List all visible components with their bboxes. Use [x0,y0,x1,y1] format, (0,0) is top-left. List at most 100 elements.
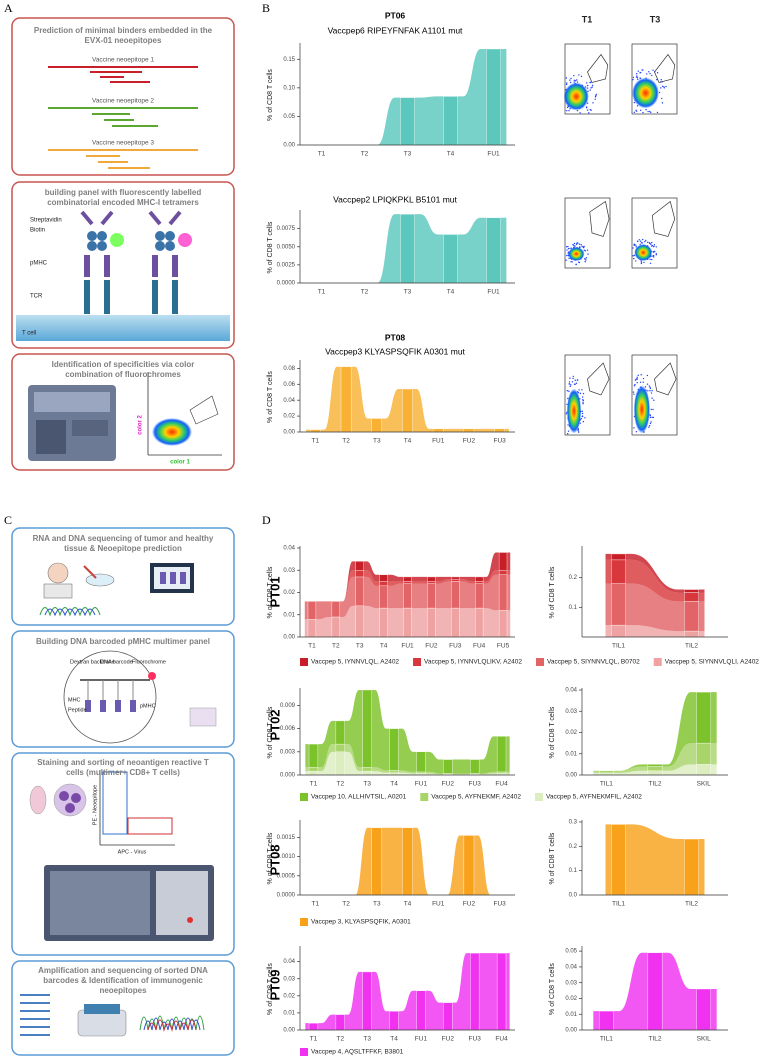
flow-dot [660,87,662,89]
area-band [402,827,413,896]
area-band [355,576,364,607]
label: Vaccine neoepitope 2 [92,98,154,105]
x-tick-label: T4 [390,781,398,788]
x-tick-label: TIL2 [648,1036,661,1043]
sorting-diagram [29,770,214,941]
flow-dot [569,377,571,379]
area-band [443,234,458,284]
flow-dot [651,416,653,419]
area-band [335,751,345,776]
flow-dot [588,112,590,114]
area-band [379,581,388,587]
flow-gate [654,53,676,83]
box-title: Amplification and sequencing of sorted D… [38,966,208,995]
area-band [340,366,352,433]
area-band [400,213,415,284]
legend-label: Vaccpep 3, KLYASPSQFIK, A0301 [311,919,411,926]
flow-dot [565,77,568,79]
flow-dot [640,261,643,263]
area [305,690,510,774]
flow-dot [642,381,644,383]
area-band [389,728,399,771]
flow-dot [632,76,635,79]
box [11,353,235,471]
flow-dot [642,238,644,241]
flow-dot [580,417,582,420]
flow-dot [571,261,573,263]
x-tick-label: FU1 [487,151,500,158]
x-tick-label: FU1 [487,289,500,296]
x-tick-label: FU2 [442,1036,455,1043]
flow-dot [648,242,651,244]
y-axis-label: % of CD8 T cells [267,706,274,758]
x-tick-label: TIL2 [685,643,698,650]
flow-dot [576,242,578,244]
y-axis-label: % of CD8 T cells [549,566,556,618]
flow-dot [636,75,638,77]
area-band [475,607,484,638]
y-tick-label: 0.00 [283,430,295,436]
legend-label: Vaccpep 5, AYFNEKMF, A2402 [431,794,521,801]
label: Vaccine neoepitope 1 [92,57,154,64]
label: Fluorochrome [132,659,166,665]
x-tick-label: FU3 [469,1036,482,1043]
flow-dot [569,385,571,388]
y-tick-label: 0.00 [283,143,295,149]
area-band [647,766,663,771]
box [11,630,235,748]
y-axis-label: % of CD8 T cells [267,963,274,1015]
area-band [335,1014,345,1031]
y-tick-label: 0.2 [569,575,578,581]
flow-dot [579,392,582,395]
area-band [470,952,480,1031]
flow-dot [635,378,638,380]
area-band [307,601,317,620]
area-band [427,581,436,584]
flow-dot [581,396,584,398]
patient-label: PT08 [267,844,282,875]
x-tick-label: SKIL [697,781,711,788]
flow-dot [570,261,572,263]
flow-dot [567,247,570,250]
x-tick-label: T1 [310,781,318,788]
area-band [427,576,436,582]
flow-dot [579,112,581,114]
area-band [362,767,372,772]
legend-label: Vaccpep 10, ALLHIVTSIL, A0201 [311,794,407,801]
flow-dot [639,381,642,383]
flow-dot [652,69,654,71]
flow-dot [586,249,589,251]
flow-dot [573,79,576,81]
area-band [611,624,626,638]
flow-dot [572,375,574,378]
multimer [80,672,217,727]
y-tick-label: 0.00 [283,1028,295,1034]
flow-dot [586,87,589,89]
sequencing-icons [39,562,194,617]
panel-label: A [4,1,13,15]
flow-dot [649,387,652,390]
x-tick-label: T2 [342,438,350,445]
flow-dot [639,72,641,74]
area-band [598,770,614,774]
y-tick-label: 0.02 [283,590,295,596]
flow-dot [650,111,652,114]
flow-dot [648,424,651,427]
flow-dot [585,259,587,261]
flow-dot [642,377,645,380]
flow-dot [578,74,580,76]
y-tick-label: 0.1 [569,605,578,611]
x-tick-label: FU2 [463,901,476,908]
area-band [403,576,412,582]
area-band [403,583,412,609]
flow-dot [574,80,577,82]
legend-swatch [420,793,429,801]
x-tick-label: FU1 [415,1036,428,1043]
area-band [470,759,480,774]
legend-swatch [300,793,308,801]
flow-dot [581,415,584,417]
flow-dot [595,93,597,96]
flow-dot [647,110,649,113]
area-band [379,607,388,638]
